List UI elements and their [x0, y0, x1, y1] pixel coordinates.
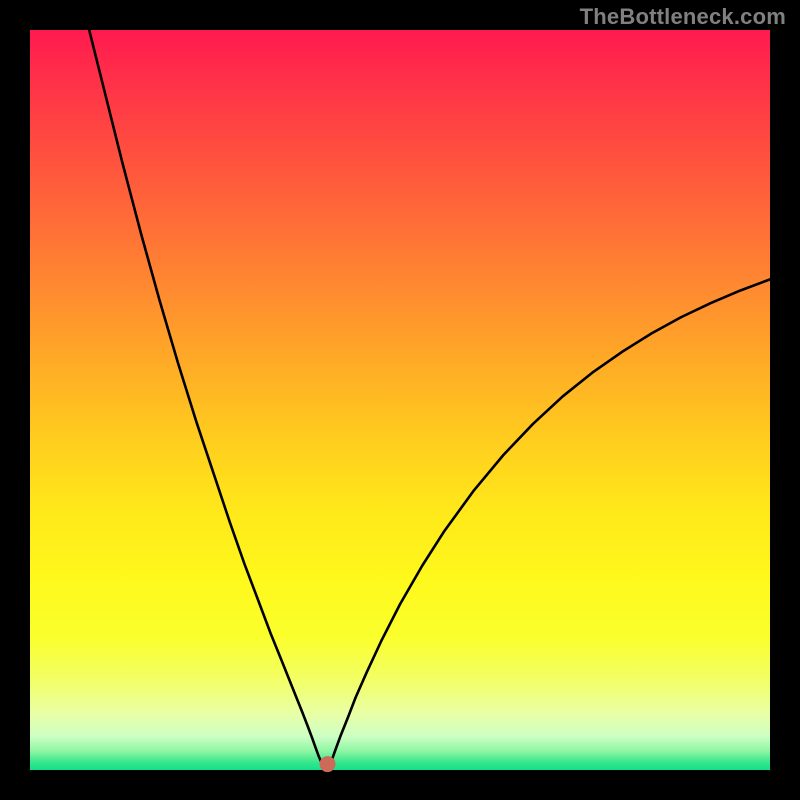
curve-layer	[30, 30, 770, 770]
plot-area	[30, 30, 770, 770]
min-marker	[319, 756, 335, 772]
bottleneck-curve	[89, 30, 770, 770]
attribution-text: TheBottleneck.com	[580, 4, 786, 30]
